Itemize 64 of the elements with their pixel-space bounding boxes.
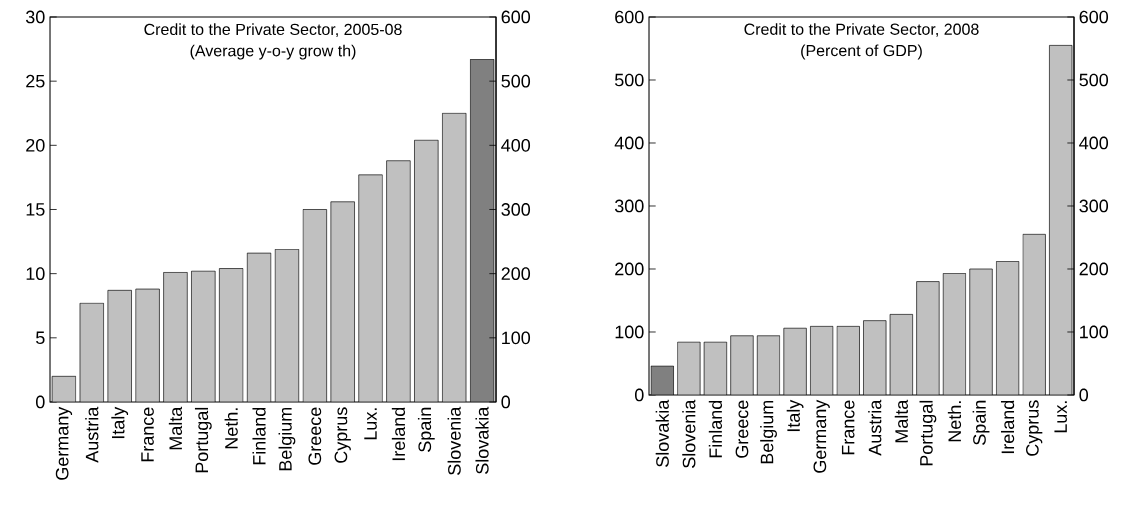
y-tick-label: 600 bbox=[1079, 10, 1109, 24]
y2-tick-label: 300 bbox=[614, 199, 644, 213]
x-tick-label: Germany bbox=[813, 399, 830, 473]
x-tick-label: Slovakia bbox=[475, 406, 489, 474]
x-tick-label: Greece bbox=[308, 407, 322, 465]
x-tick-label: Ireland bbox=[1000, 400, 1015, 454]
text: (Percent of GDP) bbox=[801, 44, 922, 60]
y2-tick-label: 400 bbox=[501, 138, 531, 152]
y2-tick-label: 100 bbox=[502, 331, 531, 345]
y2-tick-label: 0 bbox=[635, 388, 644, 402]
x-tick-label: France bbox=[841, 400, 855, 455]
y2-tick-label: 200 bbox=[615, 262, 644, 276]
x-tick-label: Spain bbox=[417, 407, 435, 452]
x-tick-label: Cyprus bbox=[1026, 400, 1043, 456]
x-tick-label: France bbox=[141, 407, 154, 462]
x-tick-label: Slovenia bbox=[682, 399, 696, 468]
x-tick-label: Italy bbox=[786, 399, 804, 432]
y-tick-label: 0 bbox=[1079, 388, 1089, 402]
y-tick-label: 500 bbox=[1079, 73, 1109, 87]
y2-tick-label: 300 bbox=[501, 203, 531, 216]
x-tick-label: Spain bbox=[972, 400, 990, 445]
x-tick-label: Belgium bbox=[760, 400, 777, 464]
x-tick-label: Finland bbox=[252, 407, 266, 465]
y2-tick-label: 200 bbox=[501, 267, 531, 281]
x-tick-label: Lux. bbox=[1054, 401, 1067, 433]
y2-tick-label: 500 bbox=[501, 74, 531, 88]
x-tick-label: Slovakia bbox=[655, 399, 669, 467]
chart-title: Credit to the Private Sector, 2008 bbox=[744, 23, 979, 37]
x-tick-label: Portugal bbox=[919, 400, 937, 466]
y2-tick-label: 100 bbox=[615, 325, 644, 339]
y2-tick-label: 400 bbox=[614, 136, 644, 150]
y2-tick-label: 600 bbox=[615, 10, 644, 24]
y-tick-label: 10 bbox=[26, 267, 45, 281]
x-tick-label: Slovenia bbox=[447, 406, 461, 475]
x-tick-label: Germany bbox=[55, 406, 73, 480]
x-tick-label: Portugal bbox=[194, 407, 212, 473]
x-tick-label: Greece bbox=[735, 400, 749, 458]
x-tick-label: Italy bbox=[111, 406, 129, 439]
y2-tick-label: 0 bbox=[501, 395, 511, 409]
y-tick-label: 0 bbox=[36, 395, 45, 409]
x-tick-label: Belgium bbox=[278, 407, 296, 471]
text: (Average y-o-y grow th) bbox=[190, 44, 356, 60]
y-tick-label: 20 bbox=[26, 138, 45, 152]
x-tick-label: Neth. bbox=[947, 401, 962, 442]
y2-tick-label: 600 bbox=[501, 10, 531, 24]
y-tick-label: 15 bbox=[26, 203, 45, 216]
x-tick-label: Austria bbox=[868, 399, 882, 456]
y-tick-label: 200 bbox=[1079, 262, 1109, 276]
x-tick-label: Austria bbox=[85, 406, 99, 463]
x-tick-label: Cyprus bbox=[334, 407, 351, 463]
x-tick-label: Ireland bbox=[391, 407, 406, 461]
y-tick-label: 25 bbox=[26, 74, 45, 88]
y2-tick-label: 500 bbox=[614, 73, 644, 87]
x-tick-label: Finland bbox=[708, 400, 723, 458]
x-tick-label: Neth. bbox=[224, 408, 238, 449]
x-tick-label: Malta bbox=[894, 399, 908, 443]
y-tick-label: 30 bbox=[25, 10, 45, 24]
x-tick-label: Malta bbox=[168, 406, 183, 450]
y-tick-label: 400 bbox=[1079, 136, 1109, 150]
y-tick-label: 300 bbox=[1079, 199, 1109, 213]
chart-title: Credit to the Private Sector, 2005-08 bbox=[144, 23, 402, 37]
x-tick-label: Lux. bbox=[364, 408, 377, 440]
y-tick-label: 5 bbox=[36, 331, 45, 345]
y-tick-label: 100 bbox=[1080, 325, 1109, 339]
